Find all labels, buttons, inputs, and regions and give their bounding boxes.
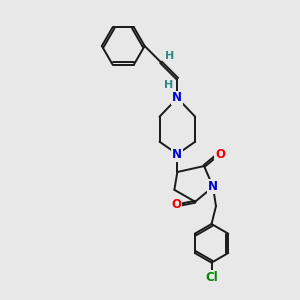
Text: O: O (172, 198, 182, 211)
Text: N: N (208, 180, 218, 194)
Text: O: O (215, 148, 225, 161)
Text: N: N (172, 148, 182, 161)
Text: Cl: Cl (205, 271, 218, 284)
Text: N: N (172, 92, 182, 104)
Text: H: H (164, 80, 174, 90)
Text: H: H (165, 51, 174, 61)
